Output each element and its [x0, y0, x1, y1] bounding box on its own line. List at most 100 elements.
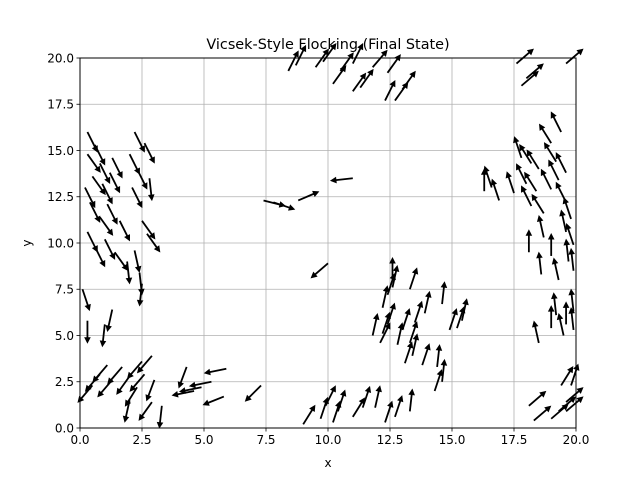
flock-arrow [440, 281, 448, 305]
flock-arrow [543, 142, 557, 163]
flock-arrow [483, 165, 493, 188]
flock-arrow [547, 232, 555, 256]
flock-arrow [129, 373, 146, 392]
flock-arrow [133, 250, 142, 273]
flock-arrow [562, 301, 570, 325]
y-axis-label: y [20, 239, 34, 246]
flock-arrow [525, 229, 533, 253]
flock-arrow [188, 380, 212, 389]
flock-arrow [84, 320, 91, 344]
flock-arrow [408, 321, 419, 344]
flock-arrow [461, 298, 469, 321]
flock-arrow [145, 379, 156, 402]
flock-arrow [359, 68, 374, 89]
flock-arrow [94, 246, 106, 268]
flock-arrow [94, 144, 106, 166]
flock-arrow [84, 187, 96, 209]
flock-arrow [138, 401, 153, 421]
flock-arrow [118, 220, 131, 242]
flock-arrow [525, 63, 544, 80]
flock-arrow [131, 187, 143, 209]
flock-arrow [404, 341, 414, 364]
y-tick-label: 15.0 [47, 144, 74, 158]
flock-arrow [146, 233, 161, 253]
flock-arrow [519, 143, 533, 164]
flock-arrow [99, 163, 111, 185]
flock-arrow [273, 201, 296, 211]
flock-arrow [384, 400, 394, 423]
y-tick-label: 12.5 [47, 190, 74, 204]
x-tick-label: 2.5 [132, 433, 151, 447]
flock-arrow [526, 149, 540, 170]
flock-arrow [136, 168, 148, 190]
flock-arrow [147, 178, 155, 202]
arrow-layer [77, 42, 584, 429]
flock-arrow [103, 238, 116, 260]
flock-arrow [386, 302, 396, 325]
flock-arrow [337, 389, 347, 412]
flock-arrow [551, 257, 560, 281]
flock-arrow [379, 322, 391, 344]
flock-arrow [540, 168, 553, 190]
flock-arrow [533, 405, 552, 422]
x-tick-label: 10.0 [315, 433, 342, 447]
flock-arrow [143, 142, 155, 164]
flock-arrow [536, 214, 545, 238]
flock-arrow [374, 385, 382, 408]
flock-arrow [521, 185, 533, 207]
flock-arrow [124, 386, 138, 407]
flock-arrow [156, 405, 164, 429]
flock-arrow [513, 136, 523, 159]
x-tick-label: 20.0 [563, 433, 590, 447]
flock-arrow [127, 360, 143, 379]
flock-arrow [101, 183, 113, 205]
flock-arrow [171, 390, 195, 398]
flock-arrow [381, 285, 390, 308]
flock-arrow [556, 313, 565, 336]
flock-arrow [324, 385, 336, 407]
flock-arrow [352, 72, 367, 92]
flock-arrow [490, 178, 500, 201]
flock-arrow [531, 320, 540, 344]
flock-arrow [297, 190, 320, 202]
flock-arrow [448, 308, 458, 331]
flock-arrow [565, 396, 584, 413]
flock-arrow [329, 176, 353, 184]
flock-arrow [408, 388, 415, 412]
flock-arrow [302, 404, 316, 425]
flock-arrow [106, 203, 118, 225]
grid-layer [79, 57, 577, 429]
flock-arrow [202, 395, 225, 406]
flock-arrow [548, 159, 560, 181]
flock-arrow [133, 131, 145, 153]
flock-arrow [408, 267, 419, 290]
flock-arrow [122, 400, 131, 423]
flock-arrow [384, 79, 396, 101]
y-tick-label: 7.5 [55, 283, 74, 297]
flock-arrow [547, 305, 555, 329]
y-tick-label: 0.0 [55, 421, 74, 435]
flock-arrow [531, 193, 545, 214]
flock-arrow [401, 70, 416, 90]
flock-arrow [536, 251, 543, 275]
y-tick-label: 20.0 [47, 51, 74, 65]
flock-arrow [524, 171, 538, 192]
flock-arrow [413, 300, 424, 323]
flock-arrow [516, 163, 528, 185]
flock-arrow [391, 264, 400, 288]
x-axis-label: x [324, 456, 331, 470]
x-tick-label: 5.0 [194, 433, 213, 447]
flock-arrow [141, 220, 156, 240]
flock-arrow [394, 395, 404, 418]
flock-arrow [361, 385, 372, 408]
flock-arrow [322, 42, 337, 63]
y-tick-label: 10.0 [47, 236, 74, 250]
x-tick-label: 15.0 [439, 433, 466, 447]
flock-arrow [560, 365, 574, 386]
flock-arrow [433, 369, 443, 392]
flock-arrow [89, 201, 101, 223]
flock-arrow [423, 290, 432, 314]
flock-arrow [105, 309, 114, 333]
